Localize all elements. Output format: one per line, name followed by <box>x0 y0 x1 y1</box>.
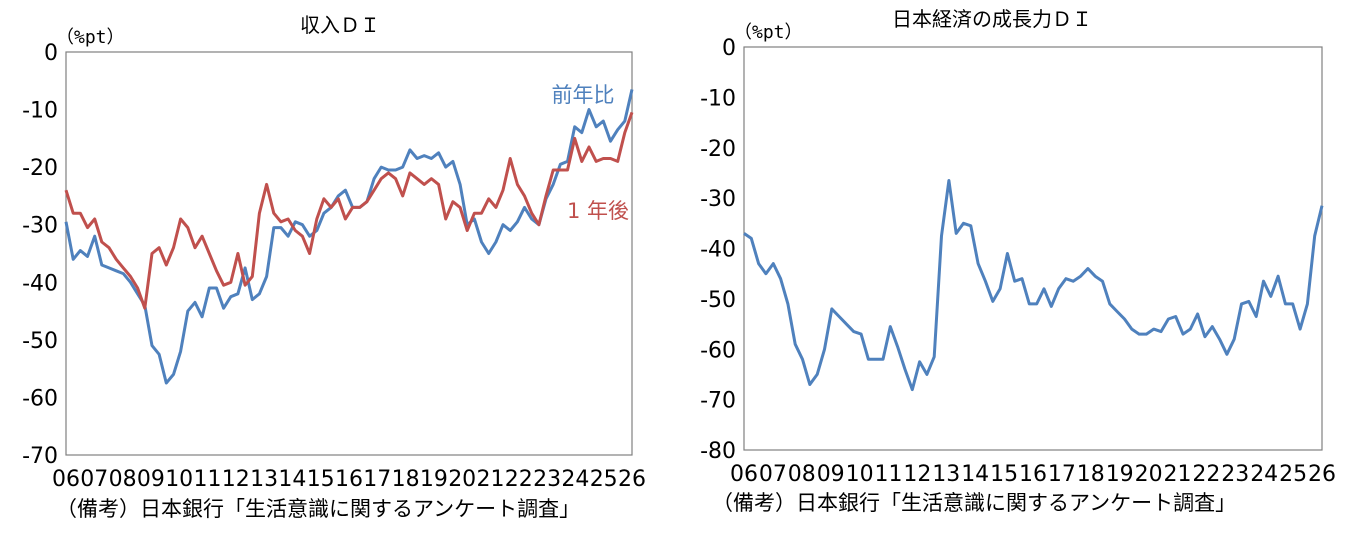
x-tick-label: 08 <box>788 462 816 487</box>
x-tick-label: 25 <box>1279 462 1307 487</box>
x-tick-label: 06 <box>730 462 758 487</box>
x-tick-label: 12 <box>222 467 250 492</box>
x-tick-label: 18 <box>392 467 420 492</box>
x-tick-label: 23 <box>1221 462 1249 487</box>
x-tick-label: 19 <box>420 467 448 492</box>
series-lines <box>743 179 1324 392</box>
x-tick-label: 11 <box>194 467 222 492</box>
unit-label: （%pt） <box>734 22 803 43</box>
x-tick-label: 07 <box>80 467 108 492</box>
y-tick-label: -20 <box>22 156 58 181</box>
y-tick-label: 0 <box>722 36 736 61</box>
series-line-1 <box>743 179 1324 392</box>
x-tick-label: 15 <box>990 462 1018 487</box>
x-tick-label: 09 <box>137 467 165 492</box>
series-line-2 <box>64 111 634 310</box>
y-tick-label: -60 <box>22 386 58 411</box>
y-axis: 0 -10 -20 -30 -40 -50 -60 -70 -80 <box>700 36 736 464</box>
plot-area <box>743 46 1323 451</box>
y-tick-label: -70 <box>700 389 736 414</box>
x-tick-label: 18 <box>1077 462 1105 487</box>
y-tick-label: -40 <box>22 271 58 296</box>
y-tick-label: -80 <box>700 439 736 464</box>
x-tick-label: 13 <box>250 467 278 492</box>
y-tick-label: -30 <box>700 187 736 212</box>
x-tick-label: 20 <box>448 467 476 492</box>
x-tick-label: 24 <box>561 467 589 492</box>
y-tick-label: -20 <box>700 137 736 162</box>
income-di-chart: 収入ＤＩ （%pt） 0 -10 -20 -30 -40 -50 -60 -70 06 07 08… <box>22 13 646 521</box>
x-axis: 06 07 08 09 10 11 12 13 14 15 16 17 18 19 20 21 22 23 24 25… <box>52 467 646 492</box>
x-axis: 06 07 08 09 10 11 12 13 14 15 16 17 18 19 20 21 22 23 24 25… <box>730 462 1336 487</box>
x-tick-label: 10 <box>846 462 874 487</box>
x-tick-label: 25 <box>590 467 618 492</box>
x-tick-label: 26 <box>1308 462 1336 487</box>
y-tick-label: -10 <box>22 99 58 124</box>
x-tick-label: 26 <box>618 467 646 492</box>
x-tick-label: 24 <box>1250 462 1278 487</box>
source-note: （備考）日本銀行「生活意識に関するアンケート調査」 <box>712 491 1236 515</box>
series-lines <box>64 89 634 385</box>
legend-label-1yr-ahead: 1 年後 <box>567 199 629 223</box>
y-tick-label: -40 <box>700 238 736 263</box>
x-tick-label: 16 <box>1019 462 1047 487</box>
y-tick-label: -70 <box>22 444 58 469</box>
x-tick-label: 16 <box>335 467 363 492</box>
x-tick-label: 12 <box>903 462 931 487</box>
x-tick-label: 21 <box>1164 462 1192 487</box>
legend-label-yoy: 前年比 <box>552 83 615 107</box>
x-tick-label: 15 <box>307 467 335 492</box>
y-tick-label: -50 <box>700 288 736 313</box>
x-tick-label: 22 <box>505 467 533 492</box>
x-tick-label: 14 <box>278 467 306 492</box>
x-tick-label: 23 <box>533 467 561 492</box>
plot-area <box>65 51 633 456</box>
growth-di-chart: 日本経済の成長力ＤＩ （%pt） 0 -10 -20 -30 -40 -50 -60 -70 -… <box>700 7 1336 515</box>
y-axis: 0 -10 -20 -30 -40 -50 -60 -70 <box>22 41 58 469</box>
y-tick-label: -60 <box>700 338 736 363</box>
chart-title: 日本経済の成長力ＤＩ <box>892 7 1092 31</box>
x-tick-label: 19 <box>1106 462 1134 487</box>
y-tick-label: -50 <box>22 329 58 354</box>
y-tick-label: 0 <box>44 41 58 66</box>
unit-label: （%pt） <box>56 27 125 48</box>
x-tick-label: 13 <box>932 462 960 487</box>
series-line-1 <box>64 89 634 385</box>
x-tick-label: 17 <box>363 467 391 492</box>
x-tick-label: 20 <box>1135 462 1163 487</box>
x-tick-label: 17 <box>1048 462 1076 487</box>
x-tick-label: 21 <box>477 467 505 492</box>
source-note: （備考）日本銀行「生活意識に関するアンケート調査」 <box>56 497 580 521</box>
x-tick-label: 09 <box>817 462 845 487</box>
x-tick-label: 07 <box>759 462 787 487</box>
y-tick-label: -10 <box>700 86 736 111</box>
x-tick-label: 11 <box>875 462 903 487</box>
x-tick-label: 10 <box>165 467 193 492</box>
chart-title: 収入ＤＩ <box>300 13 380 37</box>
y-tick-label: -30 <box>22 214 58 239</box>
x-tick-label: 14 <box>961 462 989 487</box>
x-tick-label: 06 <box>52 467 80 492</box>
x-tick-label: 22 <box>1192 462 1220 487</box>
x-tick-label: 08 <box>109 467 137 492</box>
